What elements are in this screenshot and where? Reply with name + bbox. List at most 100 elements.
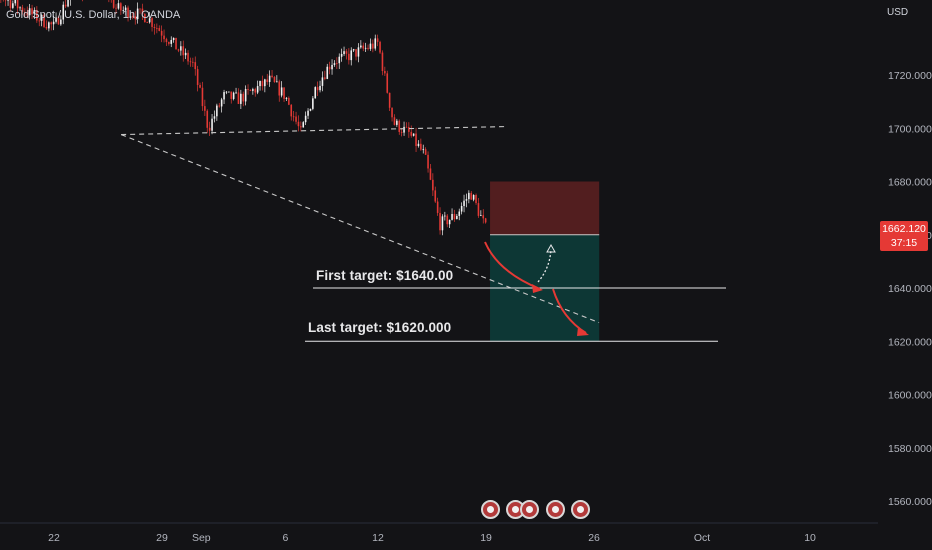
time-tick-label: 6 — [283, 532, 289, 544]
symbol-title[interactable]: Gold Spot / U.S. Dollar, 1h, OANDA — [6, 9, 181, 21]
candle-body — [434, 190, 437, 202]
candle-body — [259, 80, 261, 87]
projection-arrows — [484, 241, 589, 336]
last-price-badge: 1662.120 37:15 — [880, 221, 928, 251]
candle-body — [273, 76, 276, 82]
time-tick-label: Oct — [694, 532, 710, 544]
first-target-label[interactable]: First target: $1640.00 — [316, 268, 454, 283]
candle-body — [223, 92, 225, 100]
candle-body — [153, 26, 156, 28]
price-tick-label: 1600.000 — [888, 390, 932, 402]
price-tick-label: 1620.000 — [888, 336, 932, 348]
price-axis[interactable]: 1720.0001700.0001680.0001660.0001640.000… — [888, 70, 932, 508]
candle-body — [340, 54, 343, 57]
candle-body — [264, 79, 266, 87]
bar-countdown: 37:15 — [890, 237, 918, 249]
candle-body — [441, 216, 444, 231]
candle-body — [252, 89, 254, 91]
candle-body — [52, 21, 55, 25]
candle-body — [247, 88, 249, 90]
candle-body — [240, 93, 242, 104]
stop-zone[interactable] — [490, 181, 600, 235]
candle-body — [348, 53, 350, 61]
candle-body — [379, 41, 381, 53]
last-target-label[interactable]: Last target: $1620.000 — [308, 320, 452, 335]
candle-body — [163, 35, 165, 40]
candle-body — [134, 16, 137, 20]
time-tick-label: 19 — [480, 532, 492, 544]
candle-body — [9, 0, 12, 8]
candle-body — [14, 0, 17, 4]
candle-body — [468, 192, 470, 200]
candle-body — [309, 108, 312, 111]
candle-body — [451, 213, 453, 220]
candle-body — [458, 211, 461, 216]
us-flag-economic-event-icon[interactable] — [571, 500, 590, 519]
candle-body — [180, 46, 182, 51]
candle-body — [328, 66, 331, 70]
currency-label[interactable]: USD — [887, 7, 909, 18]
trendline-layer[interactable] — [120, 126, 600, 324]
candle-body — [403, 126, 405, 133]
candle-body — [465, 199, 468, 201]
candle-body — [422, 149, 425, 151]
risk-reward-tool[interactable] — [490, 181, 600, 342]
candle-body — [40, 14, 43, 21]
target-line-layer[interactable] — [305, 287, 726, 342]
candle-body — [331, 64, 333, 70]
candle-body — [386, 73, 389, 93]
candle-body — [146, 22, 149, 23]
candle-body — [321, 77, 324, 86]
candle-body — [148, 18, 151, 23]
candle-body — [388, 92, 391, 108]
candle-body — [352, 49, 355, 51]
candle-body — [206, 110, 209, 128]
time-tick-label: Sep — [192, 532, 211, 544]
candle-body — [316, 87, 319, 91]
candle-body — [367, 47, 369, 49]
candle-body — [470, 192, 473, 200]
candle-body — [124, 7, 127, 11]
dashed-trendline-2[interactable] — [120, 134, 600, 324]
price-tick-label: 1680.000 — [888, 177, 932, 189]
candle-body — [28, 8, 31, 16]
candle-body — [16, 0, 19, 9]
candle-body — [127, 7, 129, 18]
candle-body — [396, 120, 398, 125]
candle-body — [477, 203, 480, 216]
candle-body — [144, 14, 146, 23]
dashed-trendline-1[interactable] — [121, 126, 508, 136]
candle-body — [355, 49, 357, 57]
candle-body — [364, 47, 367, 49]
candle-body — [237, 92, 240, 104]
candle-body — [398, 120, 401, 132]
candle-body — [24, 11, 26, 13]
us-flag-economic-event-icon[interactable] — [546, 500, 565, 519]
candle-body — [213, 116, 216, 119]
candle-body — [324, 77, 326, 79]
projection-dotted-arrowhead — [546, 243, 556, 253]
time-axis[interactable]: 22 29 Sep 6 12 19 26 Oct 10 — [0, 522, 878, 544]
candle-body — [266, 79, 269, 82]
time-tick-label: 29 — [156, 532, 168, 544]
candle-body — [172, 37, 175, 41]
candle-body — [208, 127, 211, 131]
candle-body — [26, 12, 29, 16]
candle-body — [136, 8, 139, 20]
candle-body — [62, 4, 65, 20]
candle-body — [280, 87, 283, 96]
us-flag-economic-event-icon[interactable] — [481, 500, 500, 519]
candle-body — [369, 43, 372, 49]
candle-body — [288, 97, 290, 105]
candle-body — [381, 52, 384, 72]
time-tick-label: 12 — [372, 532, 384, 544]
candle-body — [189, 61, 192, 63]
last-price-value: 1662.120 — [882, 223, 926, 235]
candle-body — [304, 115, 307, 123]
us-flag-economic-event-icon[interactable] — [520, 500, 539, 519]
candle-body — [314, 87, 317, 99]
candle-body — [362, 45, 365, 49]
candle-body — [302, 122, 305, 128]
candle-body — [415, 133, 417, 147]
